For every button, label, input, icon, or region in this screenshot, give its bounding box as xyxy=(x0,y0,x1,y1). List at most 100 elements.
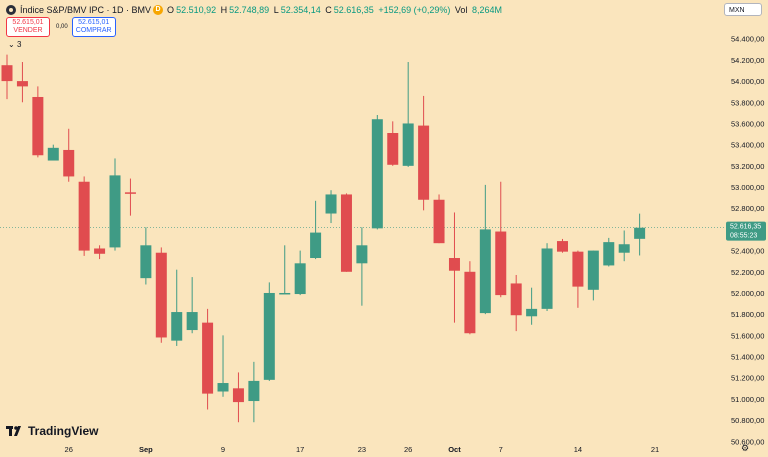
low-value: 52.354,14 xyxy=(280,5,321,15)
x-tick-label: 14 xyxy=(574,445,582,454)
candle[interactable] xyxy=(340,193,352,272)
data-delayed-icon[interactable]: D xyxy=(153,5,164,15)
x-tick-label: 23 xyxy=(358,445,366,454)
candle-body xyxy=(248,380,260,402)
candle[interactable] xyxy=(418,95,430,211)
x-tick-label: 9 xyxy=(221,445,225,454)
candle-body xyxy=(47,147,59,161)
candle[interactable] xyxy=(572,250,584,308)
y-tick-label: 51.600,00 xyxy=(731,331,764,340)
candle[interactable] xyxy=(109,158,121,251)
candle[interactable] xyxy=(263,282,275,381)
candle[interactable] xyxy=(171,269,183,346)
x-tick-label: 21 xyxy=(651,445,659,454)
spread-value: 0,00 xyxy=(56,24,68,30)
y-tick-label: 52.800,00 xyxy=(731,204,764,213)
candle[interactable] xyxy=(556,238,568,253)
price-tag-countdown: 08:55:23 xyxy=(730,233,757,240)
candle-body xyxy=(124,192,136,194)
brand-name: TradingView xyxy=(28,424,99,438)
candle[interactable] xyxy=(202,308,214,410)
candle-body xyxy=(634,227,646,239)
candle-body xyxy=(387,133,399,165)
candle-body xyxy=(618,244,630,253)
candle[interactable] xyxy=(186,277,198,334)
y-tick-label: 53.200,00 xyxy=(731,162,764,171)
high-value: 52.748,89 xyxy=(229,5,270,15)
sell-button[interactable]: 52.615,01 VENDER xyxy=(6,17,50,37)
candle[interactable] xyxy=(1,54,13,100)
y-tick-label: 51.200,00 xyxy=(731,374,764,383)
ohlc-legend: O 52.510,92 H 52.748,89 L 52.354,14 C 52.616… xyxy=(167,5,504,15)
candle-body xyxy=(310,232,322,259)
y-tick-label: 52.200,00 xyxy=(731,268,764,277)
candle-body xyxy=(171,312,183,341)
candle[interactable] xyxy=(94,245,106,260)
candle[interactable] xyxy=(510,274,522,332)
indicators-toggle[interactable]: ⌄ 3 xyxy=(8,40,21,49)
candle[interactable] xyxy=(325,190,337,224)
y-tick-label: 53.400,00 xyxy=(731,141,764,150)
candle[interactable] xyxy=(356,227,368,306)
candle-body xyxy=(541,248,553,309)
candle[interactable] xyxy=(217,335,229,397)
y-tick-label: 52.000,00 xyxy=(731,289,764,298)
x-tick-label: Oct xyxy=(448,445,461,454)
low-label: L xyxy=(273,5,279,15)
candle[interactable] xyxy=(433,194,445,244)
candle-body xyxy=(94,248,106,254)
candle[interactable] xyxy=(618,230,630,262)
candle-body xyxy=(78,181,90,251)
symbol-title[interactable]: Índice S&P/BMV IPC · 1D · BMV xyxy=(20,5,152,15)
candle[interactable] xyxy=(634,213,646,256)
high-label: H xyxy=(220,5,228,15)
open-value: 52.510,92 xyxy=(176,5,217,15)
y-tick-label: 53.800,00 xyxy=(731,98,764,107)
candle[interactable] xyxy=(63,128,75,182)
candle[interactable] xyxy=(47,144,59,161)
candle-body xyxy=(402,123,414,166)
candle[interactable] xyxy=(310,200,322,260)
candle[interactable] xyxy=(479,184,491,315)
candle[interactable] xyxy=(371,114,383,230)
candle-body xyxy=(32,96,44,156)
tradingview-logo[interactable]: TradingView xyxy=(6,424,98,438)
candle[interactable] xyxy=(402,62,414,167)
candle[interactable] xyxy=(541,243,553,311)
buy-label: COMPRAR xyxy=(75,27,112,34)
candle-body xyxy=(510,283,522,316)
candle[interactable] xyxy=(140,227,152,285)
y-tick-label: 54.000,00 xyxy=(731,77,764,86)
candle-body xyxy=(263,292,275,380)
candle[interactable] xyxy=(526,287,538,325)
buy-button[interactable]: 52.615,01 COMPRAR xyxy=(71,17,116,37)
candle-body xyxy=(202,322,214,394)
candle[interactable] xyxy=(155,247,167,343)
candle-body xyxy=(433,199,445,244)
x-tick-label: 26 xyxy=(404,445,412,454)
candle[interactable] xyxy=(495,181,507,298)
candle[interactable] xyxy=(16,62,28,103)
candle[interactable] xyxy=(387,121,399,166)
tradingview-logo-icon xyxy=(6,426,21,436)
candle-body xyxy=(63,149,75,177)
x-tick-label: Sep xyxy=(139,445,153,454)
candle[interactable] xyxy=(78,176,90,256)
y-tick-label: 54.200,00 xyxy=(731,56,764,65)
currency-select[interactable]: MXN xyxy=(724,3,762,16)
candle[interactable] xyxy=(464,261,476,335)
candle[interactable] xyxy=(232,372,244,423)
settings-gear-icon[interactable]: ⚙ xyxy=(741,443,750,453)
candle[interactable] xyxy=(248,361,260,423)
volume-label: Vol xyxy=(454,5,468,15)
candle[interactable] xyxy=(32,86,44,158)
candle[interactable] xyxy=(448,212,460,323)
y-tick-label: 51.000,00 xyxy=(731,395,764,404)
candle[interactable] xyxy=(603,237,615,267)
candle[interactable] xyxy=(124,178,136,216)
candle-body xyxy=(279,292,291,295)
candle[interactable] xyxy=(279,245,291,295)
candle[interactable] xyxy=(294,250,306,296)
candle[interactable] xyxy=(587,250,599,301)
